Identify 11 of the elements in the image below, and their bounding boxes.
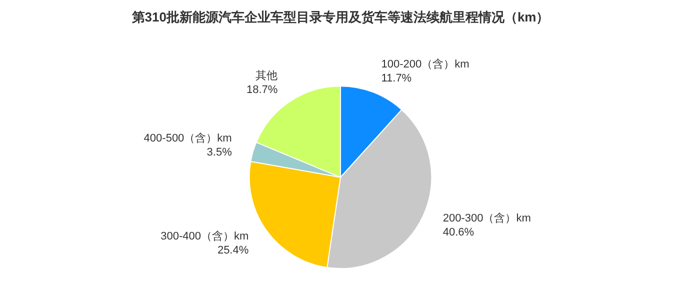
data-label: 40.6% [442, 226, 474, 239]
slice-label: 200-300（含）km [442, 212, 531, 225]
slice-label: 其他 [256, 69, 278, 82]
data-label: 18.7% [246, 84, 278, 96]
data-label: 25.4% [217, 244, 249, 256]
slice-label: 300-400（含）km [160, 229, 249, 242]
chart-title: 第310批新能源汽车企业车型目录专用及货车等速法续航里程情况（km） [130, 9, 550, 24]
data-label: 3.5% [206, 146, 232, 159]
slice-label: 400-500（含）km [144, 132, 232, 145]
data-label: 11.7% [381, 72, 412, 85]
slice-label: 100-200（含）km [381, 58, 470, 71]
